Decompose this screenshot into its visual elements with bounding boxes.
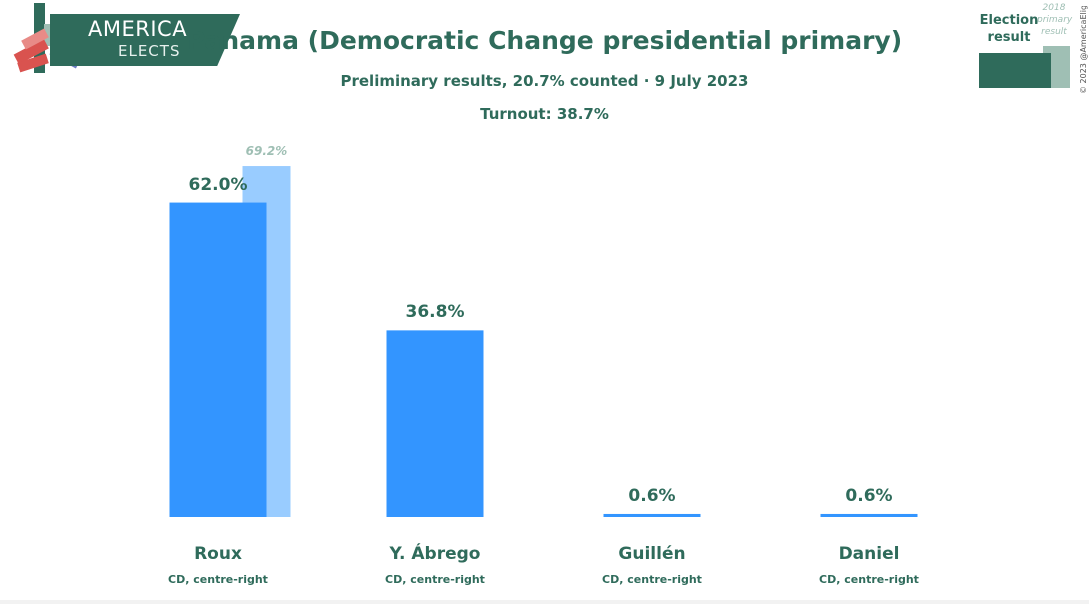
bar-current-0 (169, 202, 267, 518)
bar-current-1 (386, 330, 484, 517)
legend-graphic (979, 46, 1070, 88)
candidate-party-3: CD, centre-right (819, 573, 919, 586)
copyright: © 2023 @AmericaElige (1077, 0, 1089, 96)
candidate-party-0: CD, centre-right (168, 573, 268, 586)
candidate-name-2: Guillén (618, 544, 686, 564)
copyright-text: © 2023 @AmericaElige (1079, 6, 1088, 94)
value-label-0: 62.0% (188, 174, 248, 195)
turnout-label: Turnout: 38.7% (480, 105, 609, 123)
legend-previous-label: 2018 primary result (1037, 3, 1073, 37)
bar-current-3 (820, 513, 918, 517)
candidate-party-1: CD, centre-right (385, 573, 485, 586)
candidate-name-3: Daniel (838, 544, 900, 564)
bottom-divider (0, 600, 1089, 604)
chart-subtitle: Preliminary results, 20.7% counted · 9 J… (340, 72, 749, 90)
logo-text-america: AMERICA (88, 17, 188, 41)
prev-value-label-0: 69.2% (245, 144, 288, 159)
logo-band (50, 14, 240, 66)
value-label-3: 0.6% (845, 485, 893, 506)
candidate-name-1: Y. Ábrego (389, 544, 481, 564)
logo-text-elects: ELECTS (118, 42, 181, 60)
candidate-name-0: Roux (194, 544, 242, 564)
chart-title: Panama (Democratic Change presidential p… (186, 26, 903, 55)
bar-previous-0 (242, 166, 291, 518)
bar-current-2 (603, 513, 701, 517)
value-label-1: 36.8% (405, 302, 465, 323)
legend: Election result 2018 primary result (975, 0, 1075, 92)
candidate-party-2: CD, centre-right (602, 573, 702, 586)
legend-current-swatch (979, 53, 1051, 88)
legend-current-label: Election result (979, 13, 1039, 45)
america-elects-logo: AMERICA ELECTS (0, 0, 245, 80)
value-label-2: 0.6% (628, 485, 676, 506)
